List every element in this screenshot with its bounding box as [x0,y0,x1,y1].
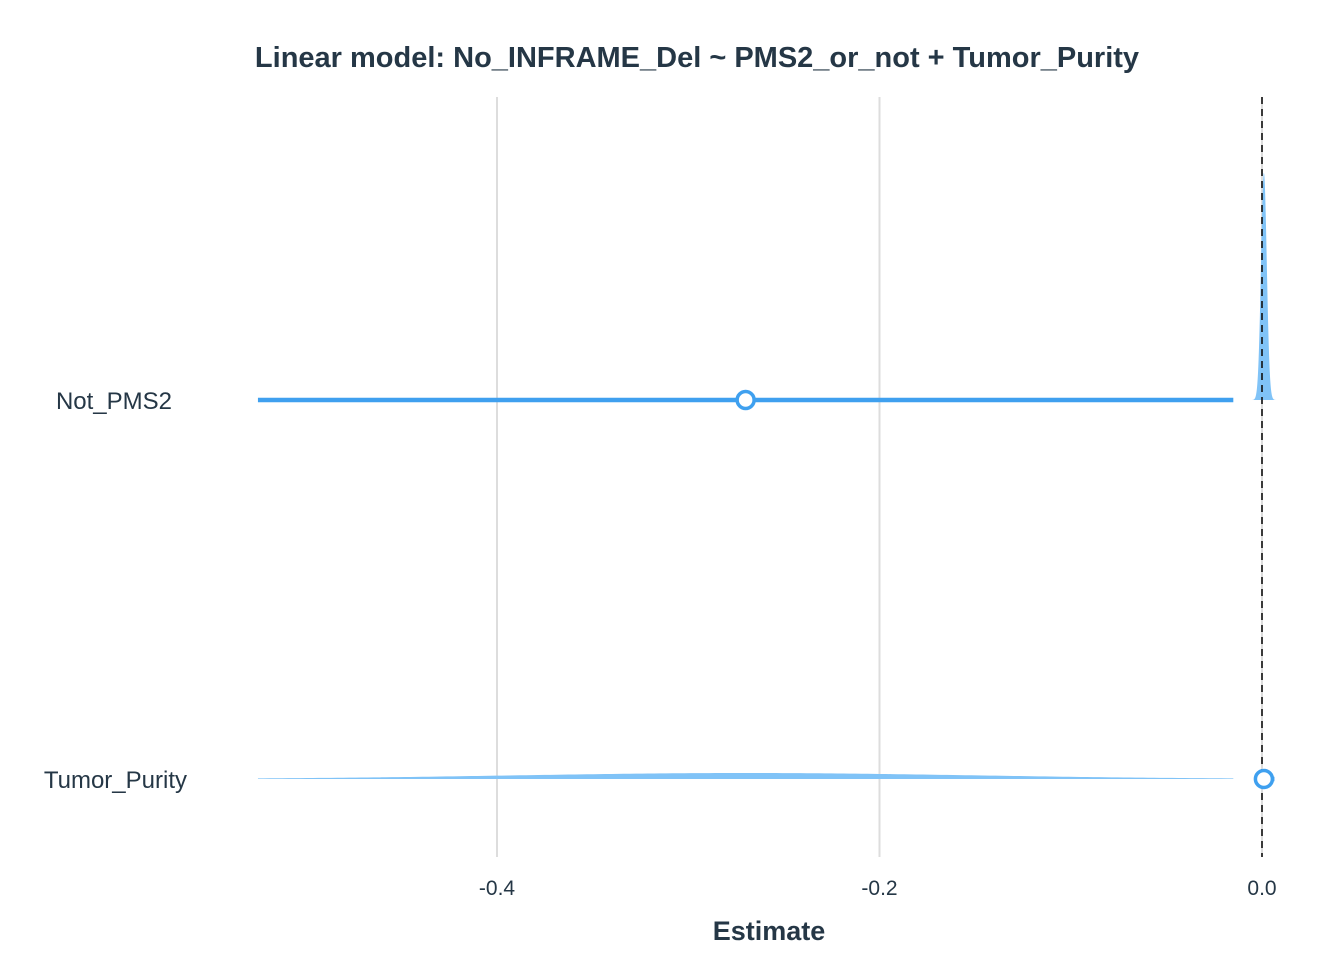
density-tumor-purity [257,773,1234,779]
x-tick-label: -0.4 [479,877,516,900]
chart-title: Linear model: No_INFRAME_Del ~ PMS2_or_n… [255,42,1139,74]
x-tick-label: -0.2 [861,877,897,900]
grid-lines [496,97,1263,857]
y-axis-labels: Not_PMS2 Tumor_Purity [44,388,187,794]
point-not-pms2 [735,389,756,411]
x-axis-ticks: -0.4 -0.2 0.0 [479,877,1277,900]
x-axis-title: Estimate [713,916,826,946]
density-not-pms2 [1250,173,1278,400]
chart-marks [257,97,1278,857]
y-label-not-pms2: Not_PMS2 [56,388,172,415]
point-tumor-purity [1253,768,1275,790]
y-label-tumor-purity: Tumor_Purity [44,767,187,794]
x-tick-label: 0.0 [1247,877,1276,900]
